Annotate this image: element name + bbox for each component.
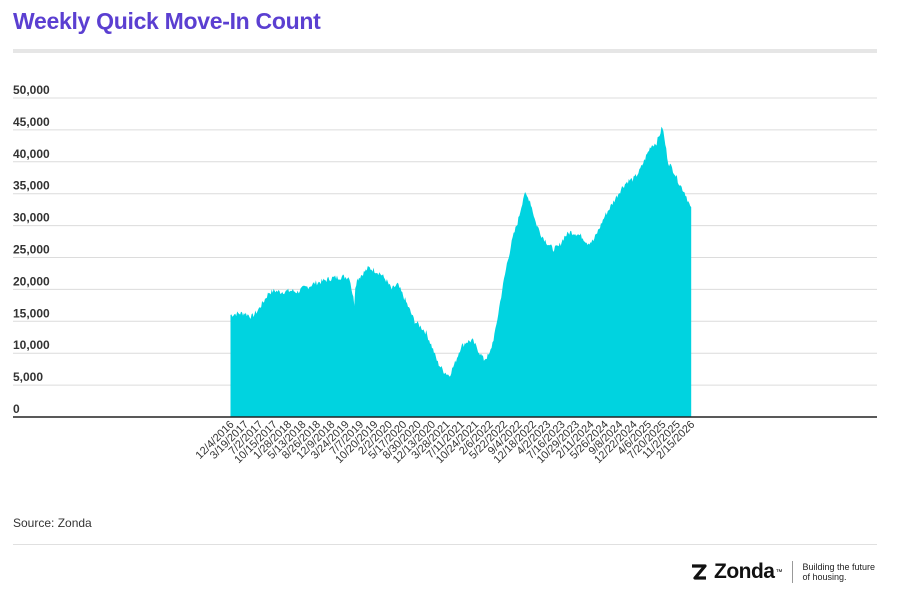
y-tick-label: 5,000 <box>13 370 43 384</box>
y-axis-labels: 0 5,000 10,000 15,000 20,000 25,000 30,000 35,0… <box>13 83 50 416</box>
y-tick-label: 30,000 <box>13 211 50 225</box>
title-divider <box>13 49 877 53</box>
tagline-line2: of housing. <box>802 572 847 582</box>
y-tick-label: 50,000 <box>13 83 50 97</box>
y-tick-label: 40,000 <box>13 147 50 161</box>
y-tick-label: 45,000 <box>13 115 50 129</box>
area-chart: 0 5,000 10,000 15,000 20,000 25,000 30,000 35,0… <box>13 83 877 466</box>
quick-move-in-area <box>230 126 692 418</box>
y-tick-label: 35,000 <box>13 179 50 193</box>
x-axis-labels: 12/4/20163/19/20177/2/201710/15/20171/28… <box>194 419 698 466</box>
y-tick-label: 25,000 <box>13 243 50 257</box>
chart-title: Weekly Quick Move-In Count <box>13 8 321 34</box>
trademark-mark: ™ <box>775 568 783 576</box>
source-note: Source: Zonda <box>13 516 92 530</box>
zonda-wordmark: Zonda <box>714 560 775 583</box>
y-tick-label: 20,000 <box>13 274 50 288</box>
gridlines <box>13 97 877 386</box>
logo-tagline: Building the future of housing. <box>803 562 883 582</box>
y-tick-label: 15,000 <box>13 306 50 320</box>
y-tick-label: 10,000 <box>13 338 50 352</box>
logo-separator <box>791 561 793 583</box>
zonda-z-icon <box>692 564 707 580</box>
zonda-logo: Zonda ™ Building the future of housing. <box>690 560 883 584</box>
footer-divider <box>13 544 877 545</box>
y-tick-label: 0 <box>13 402 20 416</box>
tagline-line1: Building the future <box>802 562 876 572</box>
